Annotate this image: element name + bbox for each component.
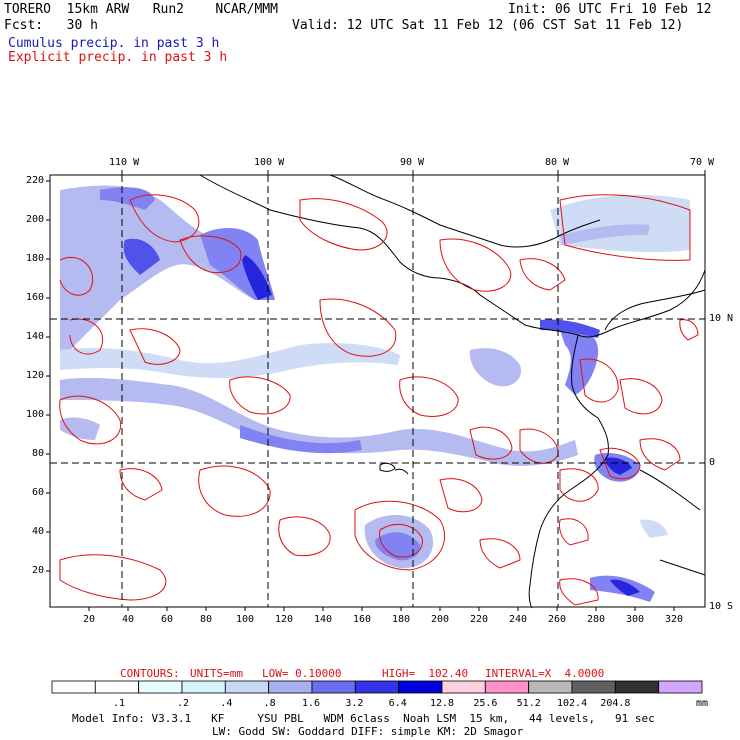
colorbar-label: 25.6 — [473, 698, 498, 709]
colorbar-swatch — [138, 680, 183, 694]
colorbar — [51, 680, 703, 694]
lon-label-100w: 100 W — [254, 157, 285, 168]
legend-explicit: Explicit precip. in past 3 h — [8, 50, 228, 65]
y-tick: 180 — [26, 253, 45, 264]
colorbar-swatch — [484, 680, 529, 694]
colorbar-label: .4 — [220, 698, 233, 709]
x-tick: 300 — [626, 614, 645, 625]
colorbar-label: 12.8 — [430, 698, 455, 709]
x-tick: 160 — [353, 614, 372, 625]
grid-index-ticks — [46, 180, 675, 611]
colorbar-swatch — [571, 680, 616, 694]
x-tick: 120 — [275, 614, 294, 625]
x-tick: 40 — [122, 614, 135, 625]
lat-label-0: 0 — [709, 457, 716, 468]
map-frame — [49, 174, 706, 608]
lon-label-90w: 90 W — [400, 157, 425, 168]
y-tick: 160 — [26, 292, 45, 303]
colorbar-label: 51.2 — [516, 698, 541, 709]
colorbar-swatch — [658, 680, 703, 694]
lat-label-10s: 10 S — [709, 601, 734, 612]
x-tick: 200 — [431, 614, 450, 625]
colorbar-swatch — [268, 680, 313, 694]
init-time: Init: 06 UTC Fri 10 Feb 12 — [508, 2, 712, 17]
colorbar-swatch — [94, 680, 140, 694]
y-tick: 60 — [32, 487, 45, 498]
colorbar-unit: mm — [696, 698, 709, 709]
y-tick: 80 — [32, 448, 45, 459]
contours-interval: INTERVAL=X 4.0000 — [485, 667, 605, 680]
colorbar-label: 102.4 — [557, 698, 588, 709]
y-tick: 40 — [32, 526, 45, 537]
colorbar-label: 1.6 — [302, 698, 321, 709]
colorbar-swatch — [51, 680, 96, 694]
contours-label: CONTOURS: — [120, 667, 180, 680]
y-tick: 220 — [26, 175, 45, 186]
colorbar-swatch — [224, 680, 270, 694]
x-tick: 280 — [587, 614, 606, 625]
coastline — [199, 174, 706, 609]
x-tick: 60 — [161, 614, 174, 625]
colorbar-label: .2 — [177, 698, 190, 709]
lon-label-80w: 80 W — [545, 157, 570, 168]
colorbar-swatch — [311, 680, 356, 694]
explicit-precip-contours — [59, 194, 699, 606]
lon-label-110w: 110 W — [109, 157, 140, 168]
colorbar-label: 3.2 — [345, 698, 364, 709]
model-title: TORERO 15km ARW Run2 NCAR/MMM — [4, 2, 278, 17]
x-tick: 20 — [83, 614, 96, 625]
colorbar-swatch — [181, 680, 226, 694]
colorbar-label: 6.4 — [388, 698, 407, 709]
x-tick: 80 — [200, 614, 213, 625]
contours-low: LOW= 0.10000 — [262, 667, 342, 680]
x-tick: 320 — [665, 614, 684, 625]
contours-units: UNITS=mm — [190, 667, 243, 680]
colorbar-label: 204.8 — [600, 698, 631, 709]
cumulus-precip-shading — [60, 185, 690, 602]
x-tick: 180 — [392, 614, 411, 625]
colorbar-swatch — [354, 680, 399, 694]
physics-info: LW: Godd SW: Goddard DIFF: simple KM: 2D… — [212, 725, 524, 738]
x-tick: 220 — [470, 614, 489, 625]
model-info: Model Info: V3.3.1 KF YSU PBL WDM 6class… — [72, 712, 655, 725]
colorbar-swatch — [614, 680, 659, 694]
y-tick: 140 — [26, 331, 45, 342]
y-tick: 20 — [32, 565, 45, 576]
lat-lon-grid — [50, 175, 705, 607]
x-tick: 140 — [314, 614, 333, 625]
lat-label-10n: 10 N — [709, 313, 734, 324]
colorbar-swatch — [398, 680, 443, 694]
colorbar-label: .8 — [263, 698, 276, 709]
lon-ticks — [121, 170, 706, 175]
x-tick: 260 — [548, 614, 567, 625]
colorbar-label: .1 — [113, 698, 126, 709]
y-tick: 100 — [26, 409, 45, 420]
valid-time: Valid: 12 UTC Sat 11 Feb 12 (06 CST Sat … — [292, 18, 684, 33]
lon-label-70w: 70 W — [690, 157, 715, 168]
legend-cumulus: Cumulus precip. in past 3 h — [8, 36, 220, 51]
colorbar-swatch — [441, 680, 486, 694]
y-tick: 120 — [26, 370, 45, 381]
forecast-hour: Fcst: 30 h — [4, 18, 98, 33]
x-tick: 240 — [509, 614, 528, 625]
x-tick: 100 — [236, 614, 255, 625]
colorbar-swatch — [528, 680, 573, 694]
contours-high: HIGH= 102.40 — [382, 667, 469, 680]
y-tick: 200 — [26, 214, 45, 225]
